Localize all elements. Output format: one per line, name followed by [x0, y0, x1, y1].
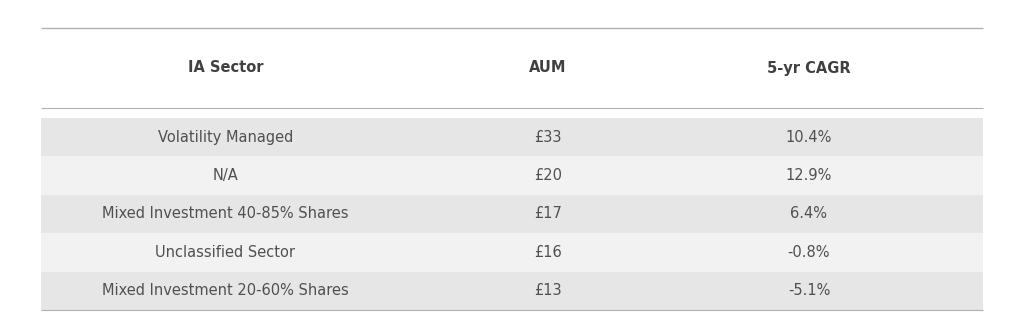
Text: -5.1%: -5.1% — [787, 283, 830, 298]
Bar — [41, 195, 983, 233]
Text: -0.8%: -0.8% — [787, 245, 830, 260]
Text: £16: £16 — [534, 245, 562, 260]
Text: Mixed Investment 20-60% Shares: Mixed Investment 20-60% Shares — [102, 283, 348, 298]
Text: Unclassified Sector: Unclassified Sector — [156, 245, 295, 260]
Text: £33: £33 — [535, 130, 561, 145]
Text: N/A: N/A — [212, 168, 239, 183]
Text: 6.4%: 6.4% — [791, 207, 827, 221]
Bar — [41, 271, 983, 310]
Bar — [41, 233, 983, 271]
Text: Mixed Investment 40-85% Shares: Mixed Investment 40-85% Shares — [102, 207, 348, 221]
Text: AUM: AUM — [529, 60, 566, 76]
Text: £20: £20 — [534, 168, 562, 183]
Text: £13: £13 — [535, 283, 561, 298]
Text: IA Sector: IA Sector — [187, 60, 263, 76]
Bar — [41, 118, 983, 156]
Text: Volatility Managed: Volatility Managed — [158, 130, 293, 145]
Text: 5-yr CAGR: 5-yr CAGR — [767, 60, 851, 76]
Text: £17: £17 — [534, 207, 562, 221]
Bar — [41, 156, 983, 195]
Text: 12.9%: 12.9% — [785, 168, 833, 183]
Text: 10.4%: 10.4% — [785, 130, 833, 145]
